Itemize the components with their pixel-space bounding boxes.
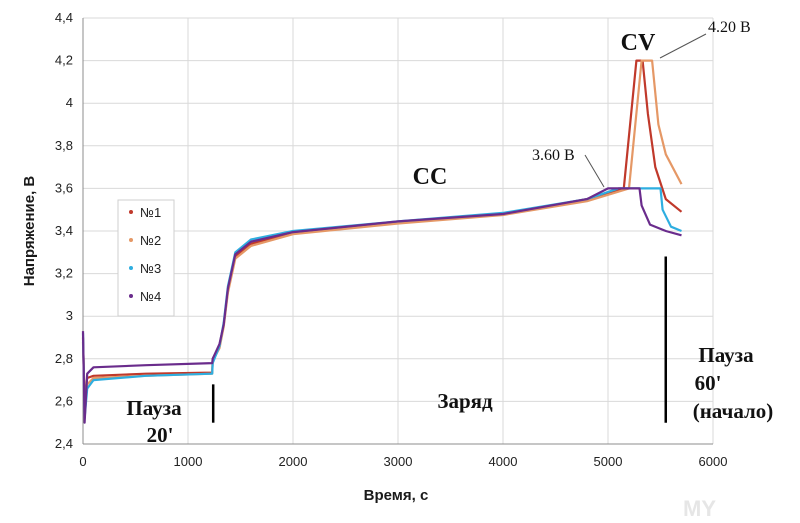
y-tick-label: 2,4 [55, 436, 73, 451]
annotation-cv: CV [621, 30, 656, 56]
x-tick-label: 4000 [489, 454, 518, 469]
y-tick-label: 4 [66, 95, 73, 110]
leader-line-4-20v [659, 33, 707, 59]
legend-label-1: №1 [140, 205, 161, 220]
x-tick-labels: 0 1000 2000 3000 4000 5000 6000 [79, 454, 727, 469]
series-line-4 [81, 187, 682, 424]
x-tick-label: 2000 [279, 454, 308, 469]
y-tick-label: 3,8 [55, 138, 73, 153]
series-line-3 [81, 187, 682, 420]
x-tick-label: 5000 [594, 454, 623, 469]
x-tick-label: 1000 [174, 454, 203, 469]
y-tick-label: 4,4 [55, 10, 73, 25]
y-tick-label: 3 [66, 308, 73, 323]
y-tick-label: 2,6 [55, 393, 73, 408]
x-tick-label: 3000 [384, 454, 413, 469]
legend-marker-2 [129, 238, 133, 242]
legend-label-4: №4 [140, 289, 161, 304]
legend-label-2: №2 [140, 233, 161, 248]
annotation-charge: Заряд [437, 389, 493, 413]
y-tick-label: 3,2 [55, 266, 73, 281]
legend-box [117, 199, 175, 317]
legend-label-3: №3 [140, 261, 161, 276]
legend-marker-3 [129, 266, 133, 270]
phase-markers [211, 33, 707, 423]
leader-line-3-60v [584, 154, 605, 188]
series-line-1 [81, 59, 683, 403]
annotation-pause-60-line2: 60' [695, 371, 722, 395]
y-tick-label: 3,6 [55, 180, 73, 195]
y-axis-title: Напряжение, В [21, 176, 38, 287]
annotation-pause-60-line3: (начало) [693, 399, 774, 423]
x-axis-title: Время, с [364, 487, 429, 504]
legend: №1 №2 №3 №4 [117, 199, 175, 317]
y-tick-label: 3,4 [55, 223, 73, 238]
annotation-pause-20-line2: 20' [147, 423, 174, 447]
annotation-pause-20-line1: Пауза [126, 396, 182, 420]
y-tick-label: 4,2 [55, 53, 73, 68]
annotation-pause-60-line1: Пауза [698, 343, 754, 367]
x-tick-label: 6000 [699, 454, 728, 469]
legend-marker-4 [129, 294, 133, 298]
watermark: MY [683, 496, 716, 521]
y-tick-labels: 2,4 2,6 2,8 3 3,2 3,4 3,6 3,8 4 4,2 4,4 [55, 10, 73, 451]
y-tick-label: 2,8 [55, 351, 73, 366]
legend-marker-1 [129, 210, 133, 214]
annotation-3-60v: 3.60 В [532, 147, 575, 164]
x-tick-label: 0 [79, 454, 86, 469]
annotation-cc: CC [413, 164, 448, 190]
series-lines [81, 59, 683, 424]
annotation-4-20v: 4.20 В [708, 19, 751, 36]
grid [83, 17, 714, 444]
